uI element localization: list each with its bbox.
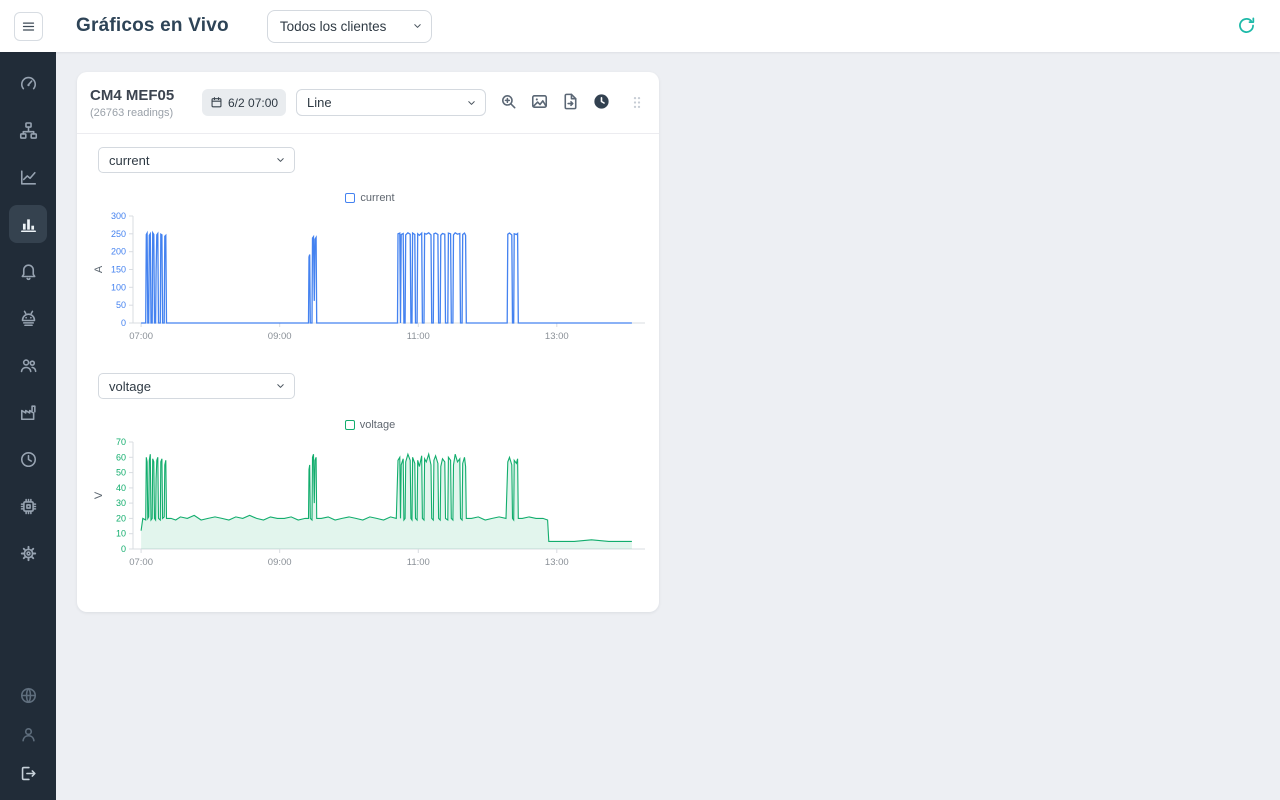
globe-icon [19,686,38,705]
svg-text:20: 20 [116,513,126,523]
calendar-icon [210,96,223,109]
svg-text:100: 100 [111,282,126,292]
svg-text:11:00: 11:00 [407,557,430,568]
sidebar-item-chart-bars[interactable] [9,205,47,243]
sidebar-bottom-group [11,678,45,790]
sidebar-item-robot[interactable] [9,299,47,337]
sidebar-top-group [9,64,47,572]
grip-icon [629,93,645,112]
svg-text:10: 10 [116,529,126,539]
chart-bars-icon [19,215,38,234]
user-icon [19,725,38,744]
menu-button[interactable] [14,12,43,41]
chart-toolbar [497,92,612,114]
clock-icon [19,450,38,469]
sidebar-item-bell[interactable] [9,252,47,290]
legend-swatch [345,420,355,430]
image-icon [530,92,549,111]
robot-icon [19,309,38,328]
chart-type: Line [296,89,486,116]
legend-voltage[interactable]: voltage [90,419,650,431]
device-info: CM4 MEF05 (26763 readings) [90,87,202,119]
export-button[interactable] [559,92,581,114]
device-chart-card: CM4 MEF05 (26763 readings) 6/2 07:00 Lin… [77,72,659,612]
sidebar-item-users[interactable] [9,346,47,384]
menu-icon [21,19,36,34]
sidebar-item-factory[interactable] [9,393,47,431]
svg-text:A: A [93,265,105,273]
legend-current[interactable]: current [90,192,650,204]
refresh-icon [1236,15,1257,36]
svg-text:300: 300 [111,211,126,221]
gear-icon [19,544,38,563]
client-filter-select[interactable]: Todos los clientes [267,10,432,43]
gauge-icon [19,74,38,93]
sidebar-item-logout[interactable] [11,756,45,790]
svg-text:0: 0 [121,544,126,554]
bell-icon [19,262,38,281]
device-name: CM4 MEF05 [90,87,202,104]
svg-text:30: 30 [116,498,126,508]
svg-text:200: 200 [111,247,126,257]
refresh-button[interactable] [1235,15,1258,38]
svg-text:60: 60 [116,452,126,462]
svg-text:0: 0 [121,318,126,328]
chart-line-icon [19,168,38,187]
page-title: Gráficos en Vivo [76,15,229,37]
history-button[interactable] [590,92,612,114]
snapshot-button[interactable] [528,92,550,114]
file-export-icon [561,92,580,111]
metric-select-voltage-wrap: voltage [98,373,295,399]
svg-text:50: 50 [116,468,126,478]
sitemap-icon [19,121,38,140]
svg-text:40: 40 [116,483,126,493]
main-content: CM4 MEF05 (26763 readings) 6/2 07:00 Lin… [56,52,1280,800]
svg-text:70: 70 [116,437,126,447]
factory-icon [19,403,38,422]
sidebar-item-gauge[interactable] [9,64,47,102]
sidebar-item-sitemap[interactable] [9,111,47,149]
sidebar [0,52,56,800]
svg-text:50: 50 [116,300,126,310]
svg-text:11:00: 11:00 [407,331,430,342]
metric-select-current[interactable]: current [98,147,295,173]
legend-swatch [345,193,355,203]
svg-text:13:00: 13:00 [545,557,569,568]
svg-text:150: 150 [111,265,126,275]
sidebar-item-user[interactable] [11,717,45,751]
svg-text:09:00: 09:00 [268,331,292,342]
chip-icon [19,497,38,516]
card-divider [77,133,659,134]
svg-text:07:00: 07:00 [129,331,153,342]
metric-select-current-wrap: current [98,147,295,173]
svg-text:07:00: 07:00 [129,557,153,568]
sidebar-item-chip[interactable] [9,487,47,525]
current-chart: 0 50 100 150 200 250 300 07:00 09:00 11:00 13:00 A [90,210,650,345]
readings-count: (26763 readings) [90,107,202,119]
logout-icon [19,764,38,783]
card-header: CM4 MEF05 (26763 readings) 6/2 07:00 Lin… [77,72,659,133]
sidebar-item-chart-line[interactable] [9,158,47,196]
drag-handle[interactable] [629,93,645,112]
chart-type-select[interactable]: Line [296,89,486,116]
sidebar-item-gear[interactable] [9,534,47,572]
client-filter: Todos los clientes [267,10,432,43]
svg-text:09:00: 09:00 [268,557,292,568]
top-header: Gráficos en Vivo Todos los clientes [0,0,1280,52]
voltage-chart: 0 10 20 30 40 50 60 70 07:00 09:00 11:00 13:00 V [90,436,650,571]
date-range-label: 6/2 07:00 [228,96,278,110]
date-range-button[interactable]: 6/2 07:00 [202,89,286,116]
svg-text:13:00: 13:00 [545,331,569,342]
sidebar-item-clock[interactable] [9,440,47,478]
svg-text:V: V [93,491,105,499]
legend-label: current [360,192,394,204]
metric-select-voltage[interactable]: voltage [98,373,295,399]
zoom-button[interactable] [497,92,519,114]
search-plus-icon [499,92,518,111]
legend-label: voltage [360,419,395,431]
users-icon [19,356,38,375]
history-clock-icon [592,92,611,111]
svg-text:250: 250 [111,229,126,239]
sidebar-item-globe[interactable] [11,678,45,712]
